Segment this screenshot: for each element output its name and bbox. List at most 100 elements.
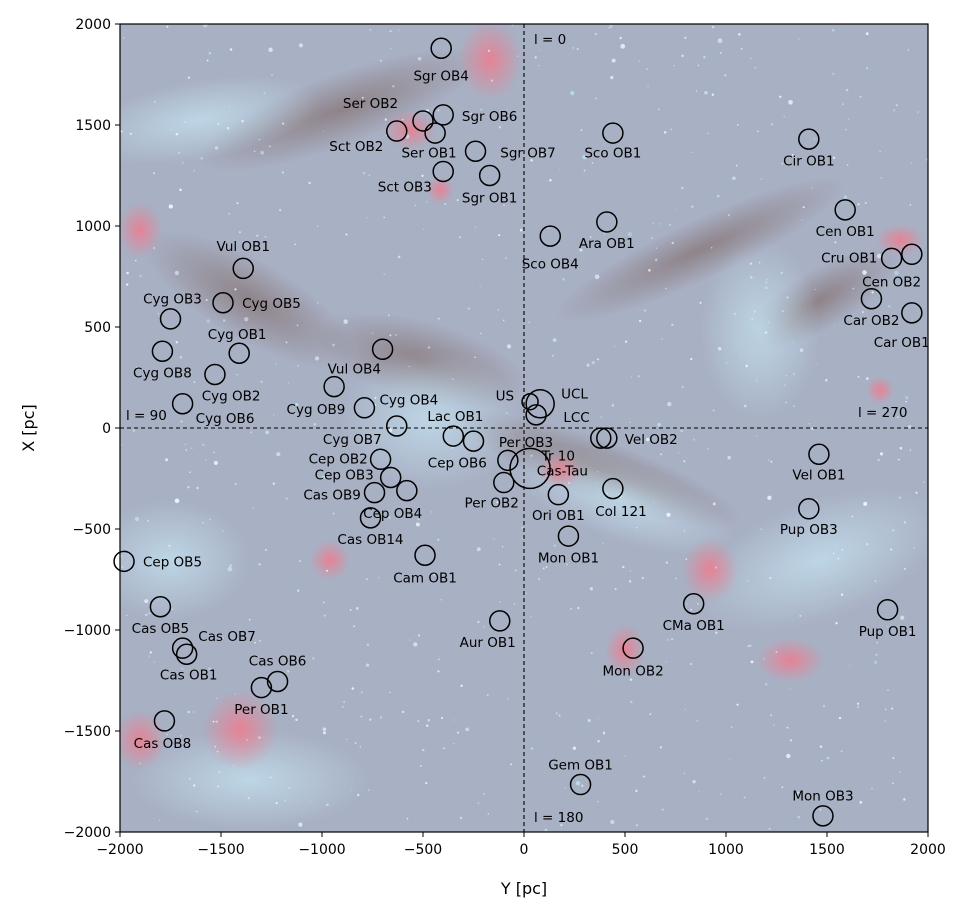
- association-circle: [798, 128, 820, 150]
- association-circle: [159, 308, 182, 330]
- x-tick-label: −1000: [298, 842, 345, 858]
- x-tick-label: −2000: [96, 842, 143, 858]
- association-label: Cyg OB7: [323, 432, 382, 448]
- association-label: Car OB2: [843, 313, 899, 329]
- association-marker: Cas-Tau: [509, 447, 588, 490]
- association-label: Sgr OB6: [462, 109, 517, 125]
- association-layer: Sgr OB4 Ser OB2 Sgr OB6 Sct OB2 Ser OB1 Sgr O…: [113, 37, 930, 827]
- association-marker: Gem OB1: [548, 757, 613, 796]
- association-marker: Cas OB14: [337, 507, 404, 548]
- nebula-layer: [120, 24, 928, 830]
- association-marker: Cas OB8: [134, 710, 191, 752]
- y-tick-label: 1500: [75, 118, 111, 134]
- association-circle: [596, 427, 618, 449]
- association-circle: [266, 670, 289, 693]
- association-marker: Cyg OB6: [171, 393, 254, 427]
- association-circle: [432, 160, 454, 183]
- association-marker: Cas OB9: [303, 481, 386, 504]
- association-label: Cas OB9: [303, 488, 361, 504]
- association-circle: [489, 610, 511, 632]
- x-tick-label: 1000: [708, 842, 744, 858]
- association-label: Mon OB3: [792, 789, 853, 805]
- association-circle: [812, 805, 834, 827]
- association-label: CMa OB1: [663, 618, 725, 634]
- association-label: Cas OB14: [337, 532, 403, 548]
- association-circle: [385, 415, 408, 437]
- association-circle: [414, 544, 436, 567]
- association-circle: [808, 443, 830, 466]
- association-circle: [396, 479, 418, 502]
- association-circle: [385, 120, 408, 142]
- association-marker: Pup OB1: [859, 599, 916, 640]
- association-circle: [175, 643, 198, 665]
- association-marker: Sgr OB4: [413, 37, 469, 85]
- association-marker: Cir OB1: [783, 128, 835, 169]
- association-circle: [569, 773, 592, 796]
- association-circle: [602, 477, 624, 500]
- association-label: Sgr OB1: [462, 191, 517, 207]
- association-circle: [359, 507, 382, 529]
- association-label: Cas OB5: [132, 621, 190, 637]
- association-marker: Mon OB3: [792, 789, 854, 827]
- association-marker: Mon OB1: [538, 525, 599, 566]
- association-marker: UCL: [525, 387, 588, 419]
- association-label: Sgr OB7: [500, 145, 555, 161]
- association-marker: Cyg OB1: [208, 327, 267, 365]
- association-label: Sco OB4: [522, 256, 579, 272]
- guide-label-l180: l = 180: [534, 810, 583, 826]
- association-label: Vel OB1: [792, 467, 845, 483]
- association-label: Ara OB1: [579, 236, 635, 252]
- association-circle: [113, 550, 135, 573]
- association-label: Col 121: [595, 504, 647, 520]
- association-marker: Cas OB7: [171, 629, 256, 659]
- association-circle: [204, 363, 226, 386]
- association-circle: [232, 257, 254, 280]
- association-label: US: [496, 389, 514, 405]
- y-tick-label: −2000: [64, 825, 111, 841]
- association-label: Cyg OB4: [379, 393, 438, 409]
- association-label: Per OB1: [234, 702, 288, 718]
- association-circle: [151, 340, 174, 362]
- association-label: Cen OB2: [862, 275, 921, 291]
- association-circle: [371, 338, 394, 360]
- association-circle: [369, 448, 392, 471]
- association-label: Per OB3: [499, 435, 553, 451]
- association-label: Aur OB1: [460, 635, 516, 651]
- y-tick-label: 500: [84, 320, 111, 336]
- association-marker: Per OB1: [234, 676, 289, 718]
- association-marker: CMa OB1: [663, 592, 725, 634]
- association-marker: Cep OB4: [363, 479, 422, 522]
- x-tick-label: 0: [520, 842, 529, 858]
- association-circle: [412, 110, 434, 132]
- y-tick-label: −1500: [64, 724, 111, 740]
- association-circle: [901, 302, 923, 324]
- association-marker: Sco OB1: [584, 122, 641, 161]
- y-tick-label: 1000: [75, 219, 111, 235]
- association-label: Sgr OB4: [413, 69, 468, 85]
- x-axis: −2000 −1500 −1000 −500 0 500 1000 1500 2000: [96, 832, 946, 858]
- guide-label-l90: l = 90: [126, 408, 167, 424]
- association-label: Cyg OB5: [242, 296, 301, 312]
- association-marker: Ser OB2: [343, 96, 434, 132]
- association-label: Gem OB1: [548, 757, 613, 773]
- association-marker: Sct OB2: [329, 120, 408, 155]
- association-circle: [464, 140, 487, 163]
- association-circle: [430, 37, 452, 59]
- y-tick-label: −1000: [64, 623, 111, 639]
- association-marker: Ara OB1: [579, 211, 635, 252]
- association-label: Cir OB1: [783, 153, 835, 169]
- y-tick-label: −500: [73, 522, 111, 538]
- association-circle: [602, 122, 624, 144]
- association-marker: Cru OB1: [821, 247, 903, 270]
- association-label: Mon OB2: [602, 663, 663, 679]
- association-marker: Vel OB2: [590, 427, 678, 449]
- x-tick-label: 2000: [910, 842, 946, 858]
- association-label: Ser OB2: [343, 96, 398, 112]
- association-label: Cen OB1: [816, 224, 875, 240]
- association-marker: Car OB1: [874, 302, 930, 351]
- association-label: Cas OB1: [160, 667, 218, 683]
- association-circle: [509, 447, 551, 490]
- association-label: Sct OB2: [329, 139, 383, 155]
- association-marker: Cyg OB9: [287, 375, 345, 418]
